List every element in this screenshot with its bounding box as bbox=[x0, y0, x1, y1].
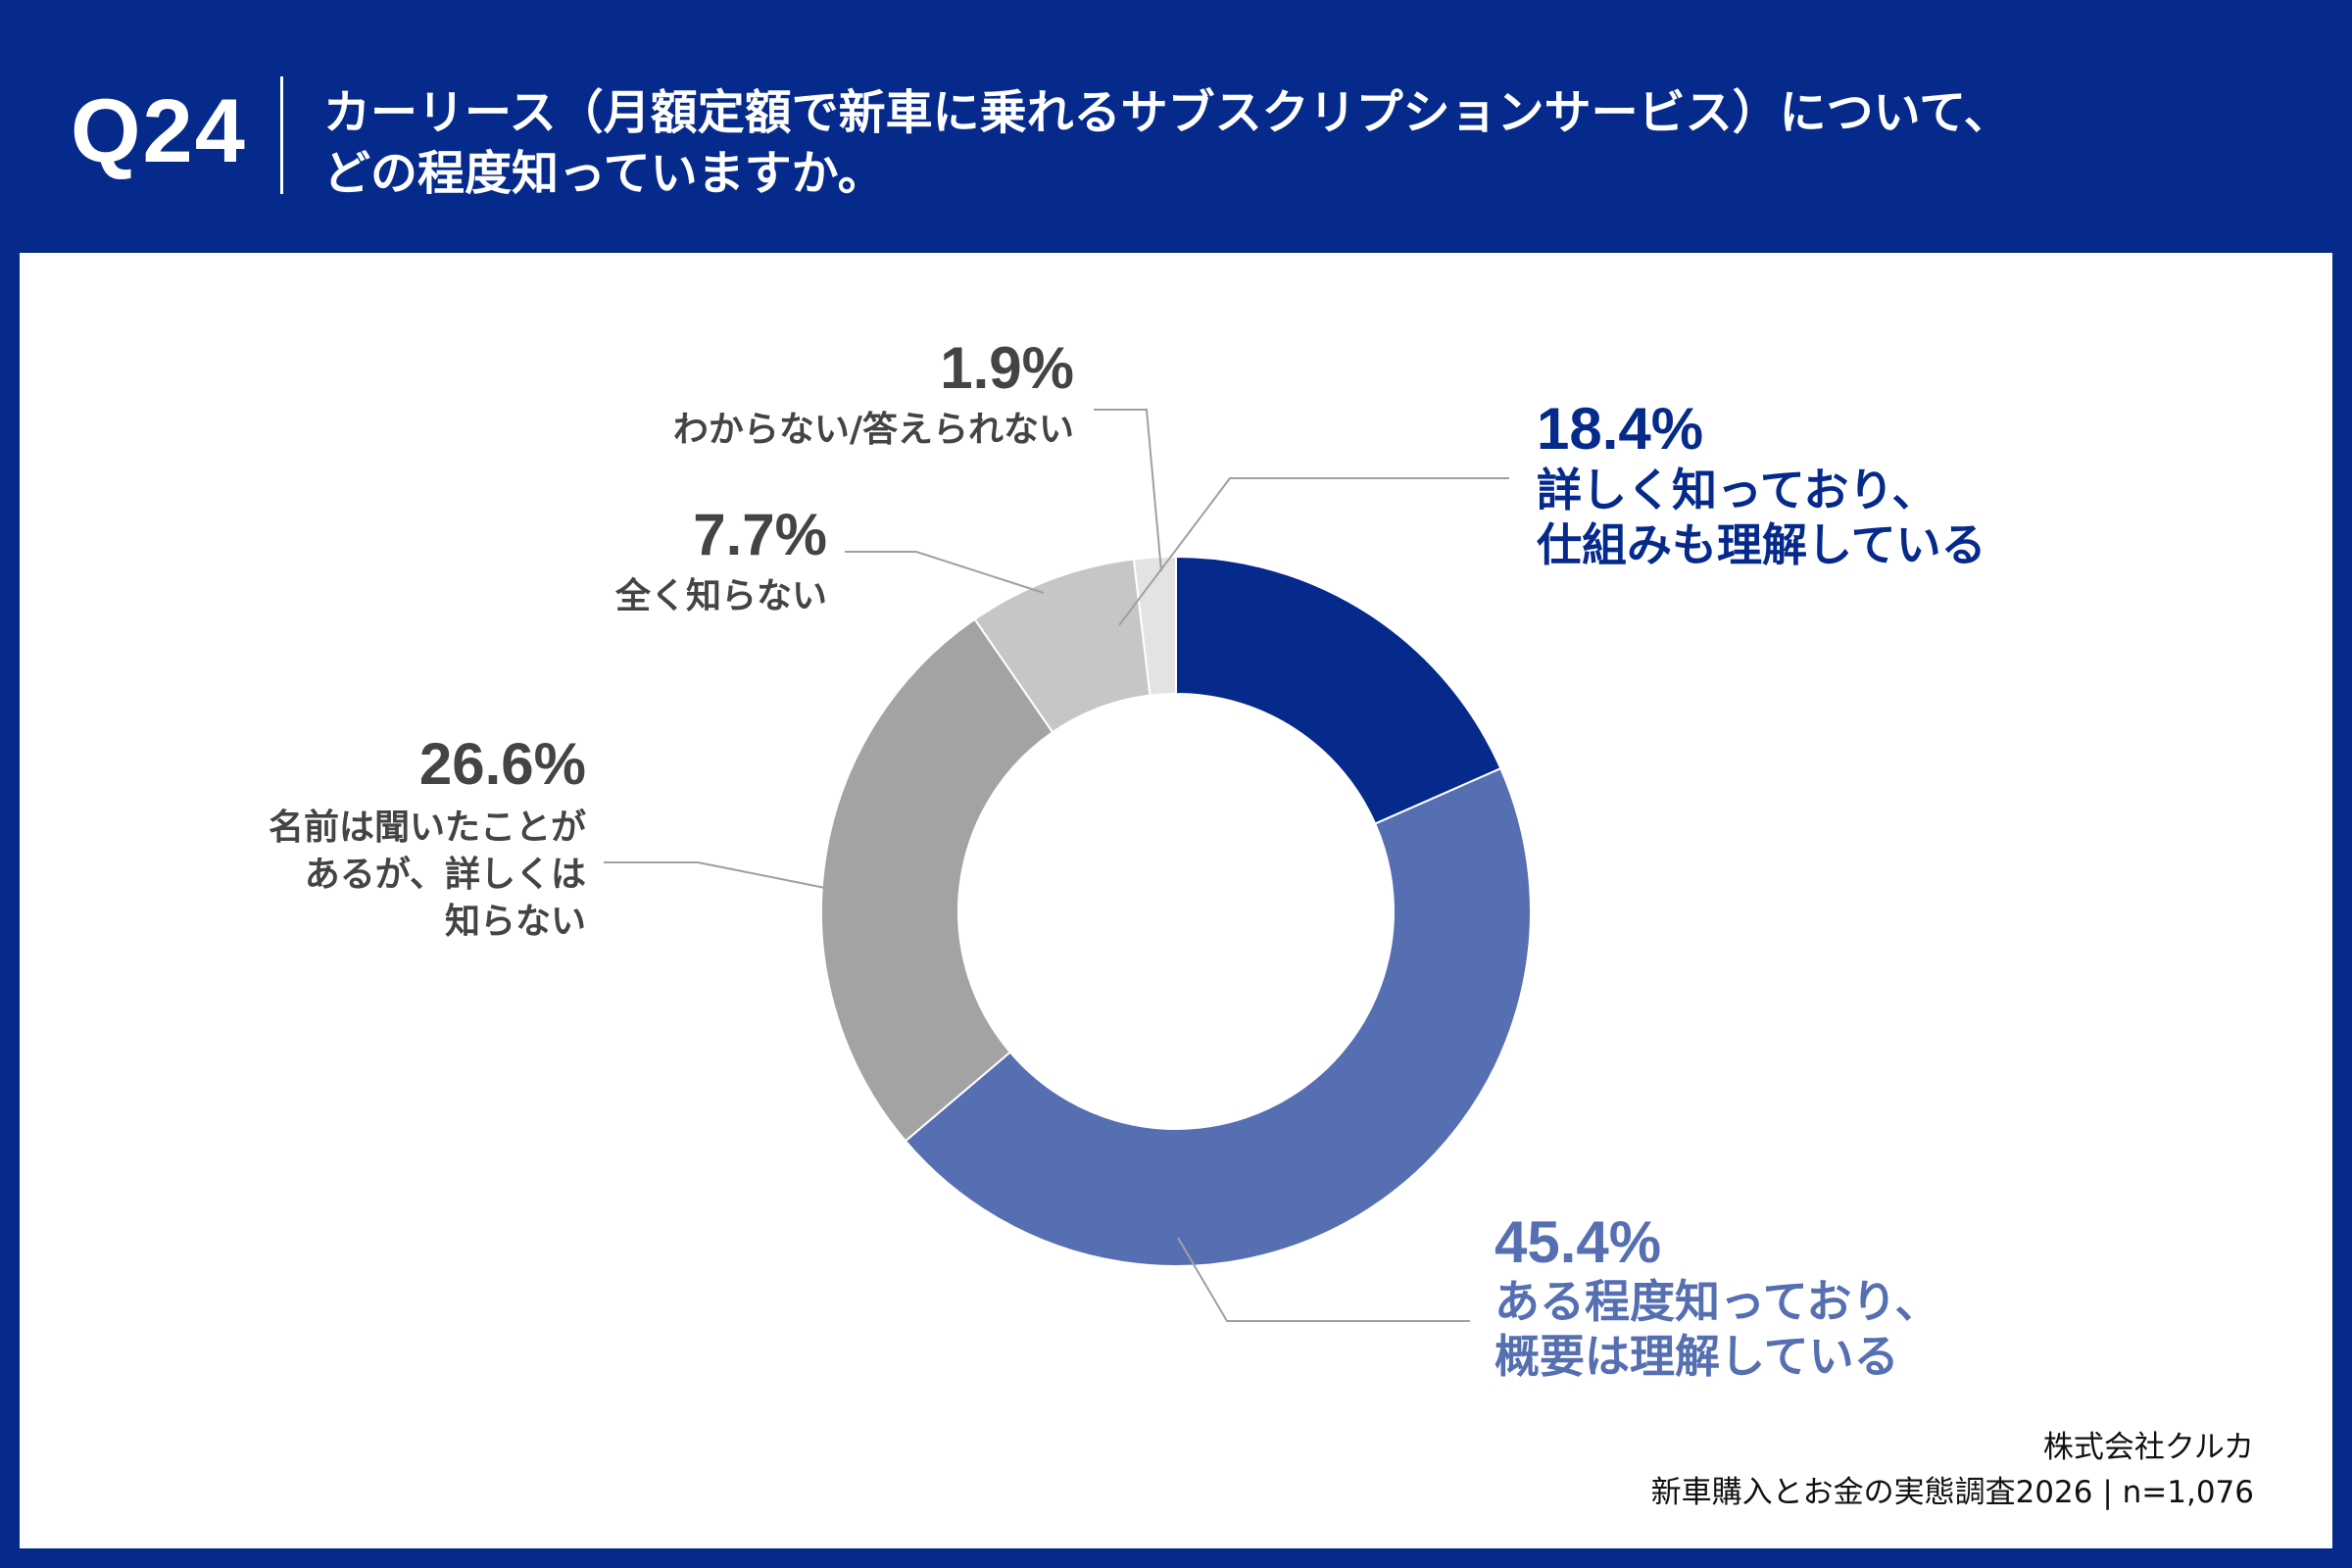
slice-category-label-3-line-2: あるが、詳しくは bbox=[305, 855, 586, 895]
question-line-1: カーリース（月額定額で新車に乗れるサブスクリプションサービス）について、 bbox=[323, 85, 2011, 140]
slice-value-label-4: 7.7% bbox=[693, 502, 827, 567]
question-number: Q24 bbox=[71, 81, 247, 181]
footer: 株式会社クルカ 新車購入とお金の実態調査2026 | n=1,076 bbox=[1651, 1425, 2254, 1515]
slice-value-label-2: 45.4% bbox=[1494, 1209, 1661, 1275]
chart-panel: 18.4% 詳しく知っており、 仕組みも理解している 45.4% ある程度知っており、概… bbox=[20, 253, 2332, 1548]
question-text: カーリース（月額定額で新車に乗れるサブスクリプションサービス）について、 どの程… bbox=[323, 82, 2011, 204]
question-line-2: どの程度知っていますか。 bbox=[323, 146, 885, 201]
slice-value-label-1: 18.4% bbox=[1537, 396, 1703, 462]
header-divider bbox=[280, 76, 283, 194]
leader-line-1 bbox=[1118, 477, 1509, 626]
slice-category-label-1-line-1: 詳しく知っており、 bbox=[1537, 464, 1936, 516]
leader-line-2 bbox=[1177, 1237, 1470, 1322]
slice-category-label-5-line-1: わからない/答えられない bbox=[673, 410, 1074, 450]
slice-1 bbox=[1175, 555, 1502, 825]
slice-3 bbox=[820, 617, 1054, 1143]
slice-category-label-1-line-2: 仕組みも理解している bbox=[1537, 518, 1986, 571]
leader-line-4 bbox=[845, 551, 1045, 594]
slice-value-label-5: 1.9% bbox=[940, 335, 1074, 401]
question-header: Q24 カーリース（月額定額で新車に乗れるサブスクリプションサービス）について、… bbox=[0, 0, 2352, 253]
leader-line-3 bbox=[604, 861, 826, 889]
slice-category-label-3-line-1: 名前は聞いたことが bbox=[269, 808, 586, 848]
footer-survey: 新車購入とお金の実態調査2026 | n=1,076 bbox=[1650, 1475, 2254, 1510]
footer-company: 株式会社クルカ bbox=[2042, 1430, 2254, 1465]
slice-category-label-2-line-2: 概要は理解している bbox=[1494, 1330, 1899, 1383]
leader-line-5 bbox=[1094, 409, 1162, 572]
slice-value-label-3: 26.6% bbox=[419, 731, 586, 797]
donut-chart: 18.4%詳しく知っており、仕組みも理解している 45.4%ある程度知っており、概… bbox=[269, 335, 1986, 1383]
slice-category-label-3-line-3: 知らない bbox=[445, 902, 586, 942]
slice-2 bbox=[904, 766, 1532, 1268]
slice-category-label-2-line-1: ある程度知っており、 bbox=[1494, 1275, 1939, 1328]
slice-category-label-4-line-1: 全く知らない bbox=[614, 575, 827, 616]
